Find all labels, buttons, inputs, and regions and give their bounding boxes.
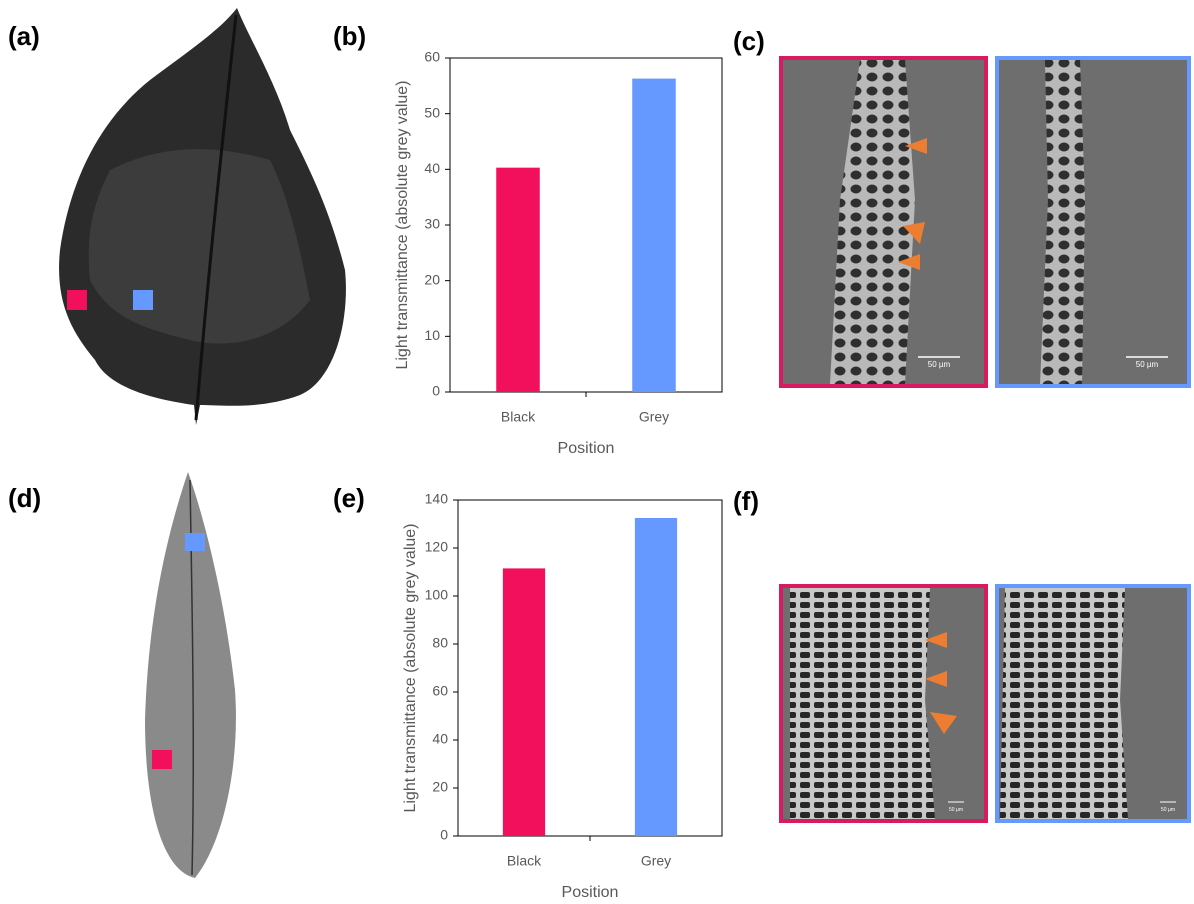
marker-grey	[133, 290, 153, 310]
panel-label: (f)	[733, 486, 759, 516]
y-axis-label: Light transmittance (absolute grey value…	[394, 80, 411, 369]
y-axis-label: Light transmittance (absolute grey value…	[402, 523, 419, 812]
micrograph	[995, 56, 1191, 388]
scale-label: 50 µm	[928, 360, 951, 369]
x-tick-label: Black	[507, 853, 542, 869]
tissue-band	[1040, 60, 1085, 384]
marker-black	[152, 750, 172, 769]
leaf-image	[145, 472, 236, 878]
panel-label: (e)	[333, 483, 365, 513]
y-tick-label: 10	[424, 327, 440, 343]
y-tick-label: 60	[432, 683, 448, 699]
panel-label: (a)	[8, 21, 40, 51]
arrow	[903, 222, 925, 244]
plot-frame	[457, 499, 723, 837]
x-tick-label: Grey	[641, 853, 671, 869]
tissue-band	[1000, 588, 1128, 819]
y-tick-label: 50	[424, 104, 440, 120]
leaf-vein	[194, 14, 238, 421]
panel-label: (c)	[733, 26, 765, 56]
arrow	[930, 712, 957, 734]
x-tick-label: Black	[501, 409, 536, 425]
y-tick-label: 30	[424, 216, 440, 232]
arrow	[905, 138, 927, 154]
marker-black	[67, 290, 87, 310]
marker-grey	[185, 533, 205, 551]
bar	[496, 167, 540, 392]
x-axis-label: Position	[562, 884, 619, 899]
x-tick-label: Grey	[639, 409, 669, 425]
bar	[634, 518, 678, 836]
y-tick-label: 140	[425, 491, 449, 507]
y-tick-label: 20	[432, 779, 448, 795]
y-tick-label: 0	[432, 383, 440, 399]
y-tick-label: 120	[425, 539, 449, 555]
y-tick-label: 20	[424, 271, 440, 287]
bar	[632, 78, 676, 392]
y-tick-label: 40	[424, 160, 440, 176]
plot-frame	[449, 57, 723, 393]
y-tick-label: 40	[432, 731, 448, 747]
scale-label: 50 µm	[1136, 360, 1159, 369]
leaf-vein	[189, 479, 195, 876]
panel-label: (b)	[333, 21, 366, 51]
panel-label: (d)	[8, 483, 41, 513]
x-axis-label: Position	[558, 440, 615, 457]
y-tick-label: 80	[432, 635, 448, 651]
y-tick-label: 100	[425, 587, 449, 603]
y-tick-label: 60	[424, 49, 440, 65]
arrow	[925, 671, 947, 687]
tissue-band	[830, 60, 915, 384]
arrow	[925, 632, 947, 648]
scale-label: 50 µm	[949, 807, 963, 813]
arrow	[898, 254, 920, 270]
bar	[502, 568, 546, 836]
leaf-light-area	[88, 149, 311, 344]
tissue-band	[790, 588, 935, 819]
scale-label: 50 µm	[1161, 807, 1175, 813]
y-tick-label: 0	[440, 827, 448, 843]
